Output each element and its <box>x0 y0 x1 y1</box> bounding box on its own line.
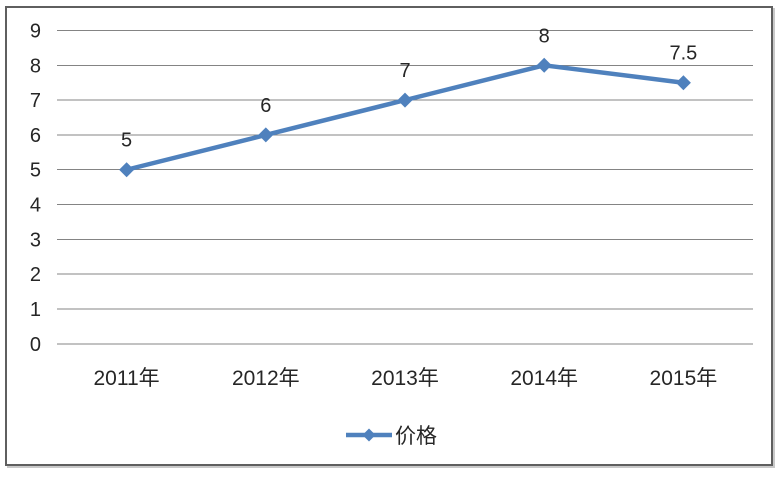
x-category-label: 2014年 <box>510 367 578 390</box>
x-category-label: 2015年 <box>650 367 718 390</box>
diamond-marker <box>675 75 691 91</box>
y-axis-labels-group: 0 1 2 3 4 5 6 7 8 9 <box>30 21 41 356</box>
y-tick-label: 4 <box>30 195 41 217</box>
data-label: 6 <box>260 95 271 117</box>
data-label: 8 <box>539 25 550 47</box>
x-axis-labels-group: 2011年 2012年 2013年 2014年 2015年 <box>94 367 718 390</box>
diamond-marker <box>536 57 552 73</box>
data-labels-group: 5 6 7 8 7.5 <box>121 25 697 151</box>
gridlines-group <box>57 30 753 345</box>
y-tick-label: 7 <box>30 90 41 112</box>
legend-label: 价格 <box>395 425 437 448</box>
data-label: 7 <box>399 60 410 82</box>
x-category-label: 2011年 <box>94 367 160 390</box>
data-label: 7.5 <box>669 43 697 65</box>
x-category-label: 2013年 <box>371 367 439 390</box>
y-tick-label: 2 <box>30 264 41 286</box>
x-category-label: 2012年 <box>232 367 300 390</box>
diamond-marker <box>119 162 135 178</box>
diamond-marker <box>397 92 413 108</box>
y-tick-label: 1 <box>30 299 41 321</box>
data-label: 5 <box>121 130 132 152</box>
y-tick-label: 9 <box>30 21 41 43</box>
diamond-marker <box>258 127 274 143</box>
y-tick-label: 5 <box>30 160 41 182</box>
y-tick-label: 3 <box>30 229 41 251</box>
y-tick-label: 6 <box>30 125 41 147</box>
legend-diamond-icon <box>362 428 376 442</box>
y-tick-label: 8 <box>30 55 41 77</box>
series-markers-group <box>119 57 691 178</box>
legend-group: 价格 <box>346 425 437 448</box>
y-tick-label: 0 <box>30 334 41 356</box>
